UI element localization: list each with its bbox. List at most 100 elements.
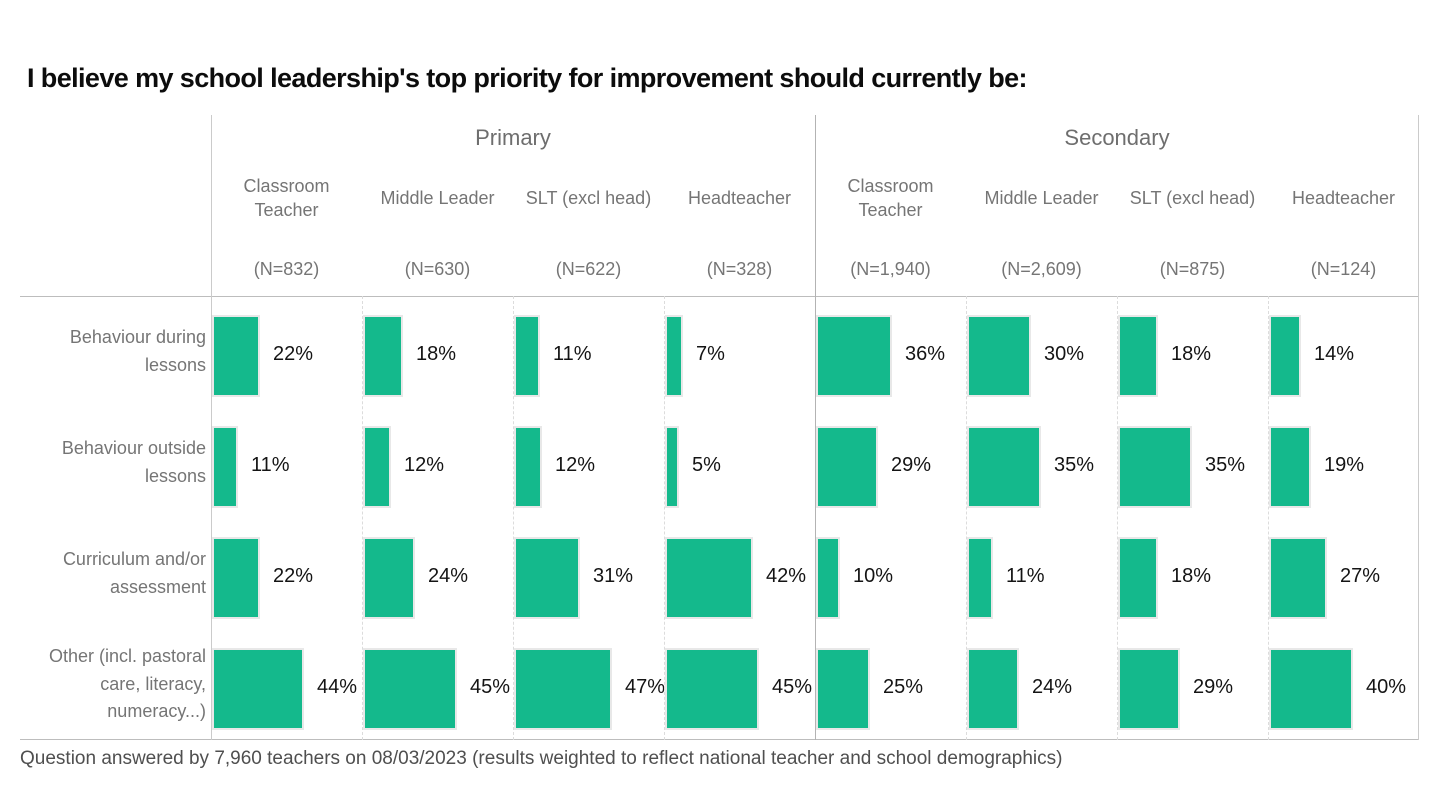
column-header-label: Middle Leader — [984, 187, 1099, 208]
sample-size-label: (N=124) — [1310, 259, 1377, 279]
value-label: 29% — [891, 453, 932, 476]
value-label: 19% — [1324, 453, 1365, 476]
column-header-label: Middle Leader — [380, 187, 495, 208]
phase-group-label: Primary — [475, 125, 551, 150]
value-label: 36% — [905, 342, 946, 365]
value-bar — [1269, 537, 1327, 619]
chart-bottom-line — [20, 739, 1419, 740]
value-bar — [816, 648, 870, 730]
value-bar — [1269, 426, 1311, 508]
value-label: 44% — [317, 675, 358, 698]
value-bar — [967, 537, 993, 619]
phase-group-label: Secondary — [1064, 125, 1170, 150]
value-bar — [665, 537, 753, 619]
value-bar — [816, 315, 892, 397]
sample-size-label: (N=875) — [1159, 259, 1226, 279]
value-label: 11% — [251, 453, 290, 476]
value-bar — [816, 426, 878, 508]
value-label: 29% — [1193, 675, 1234, 698]
value-label: 30% — [1044, 342, 1085, 365]
value-label: 22% — [273, 342, 314, 365]
value-label: 27% — [1340, 564, 1381, 587]
column-separator-line — [1268, 296, 1269, 740]
value-label: 12% — [555, 453, 596, 476]
value-bar — [514, 426, 542, 508]
value-bar — [1118, 315, 1158, 397]
group-separator-line — [815, 115, 816, 740]
value-label: 31% — [593, 564, 634, 587]
value-label: 18% — [1171, 342, 1212, 365]
value-bar — [363, 426, 391, 508]
value-bar — [212, 648, 304, 730]
value-bar — [665, 426, 679, 508]
value-bar — [967, 426, 1041, 508]
column-header-label: Classroom Teacher — [243, 175, 330, 220]
value-label: 45% — [470, 675, 511, 698]
value-bar — [1118, 426, 1192, 508]
value-bar — [363, 315, 403, 397]
value-label: 12% — [404, 453, 445, 476]
value-label: 42% — [766, 564, 807, 587]
footnote: Question answered by 7,960 teachers on 0… — [20, 748, 1063, 769]
value-label: 25% — [883, 675, 924, 698]
row-category-label: Other (incl. pastoral care, literacy, nu… — [48, 645, 206, 722]
column-separator-line — [513, 296, 514, 740]
value-label: 47% — [625, 675, 666, 698]
column-header-label: Classroom Teacher — [847, 175, 934, 220]
column-separator-line — [1117, 296, 1118, 740]
value-label: 10% — [853, 564, 894, 587]
value-label: 18% — [1171, 564, 1212, 587]
value-label: 22% — [273, 564, 314, 587]
column-separator-line — [362, 296, 363, 740]
value-bar — [967, 648, 1019, 730]
value-bar — [1269, 315, 1301, 397]
value-bar — [212, 426, 238, 508]
value-label: 18% — [416, 342, 457, 365]
value-bar — [665, 315, 683, 397]
sample-size-label: (N=1,940) — [850, 259, 931, 279]
row-category-label: Behaviour during lessons — [69, 326, 206, 375]
value-label: 24% — [1032, 675, 1073, 698]
value-bar — [665, 648, 759, 730]
value-label: 11% — [1006, 564, 1045, 587]
chart-title: I believe my school leadership's top pri… — [27, 63, 1028, 93]
value-bar — [212, 315, 260, 397]
value-label: 24% — [428, 564, 469, 587]
value-bar — [1118, 537, 1158, 619]
sample-size-label: (N=622) — [555, 259, 622, 279]
value-bar — [1118, 648, 1180, 730]
right-edge-line — [1418, 115, 1419, 740]
value-bar — [816, 537, 840, 619]
value-label: 5% — [692, 453, 721, 476]
value-label: 14% — [1314, 342, 1355, 365]
value-bar — [514, 537, 580, 619]
row-category-label: Curriculum and/or assessment — [62, 548, 206, 597]
value-label: 45% — [772, 675, 813, 698]
value-label: 35% — [1205, 453, 1246, 476]
value-label: 35% — [1054, 453, 1095, 476]
column-separator-line — [966, 296, 967, 740]
value-label: 11% — [553, 342, 592, 365]
sample-size-label: (N=328) — [706, 259, 773, 279]
value-label: 7% — [696, 342, 725, 365]
value-label: 40% — [1366, 675, 1407, 698]
group-separator-line — [211, 115, 212, 740]
value-bar — [514, 648, 612, 730]
sample-size-label: (N=2,609) — [1001, 259, 1082, 279]
column-header-label: Headteacher — [687, 187, 792, 208]
column-header-label: Headteacher — [1291, 187, 1396, 208]
value-bar — [363, 537, 415, 619]
value-bar — [363, 648, 457, 730]
row-category-label: Behaviour outside lessons — [61, 437, 206, 486]
column-separator-line — [664, 296, 665, 740]
header-divider-line — [20, 296, 1419, 297]
column-header-label: SLT (excl head) — [525, 187, 652, 208]
value-bar — [1269, 648, 1353, 730]
grouped-bar-chart: Primary Classroom Teacher (N=832) 22% 11% 22%… — [20, 115, 1419, 740]
column-header-label: SLT (excl head) — [1129, 187, 1256, 208]
sample-size-label: (N=630) — [404, 259, 471, 279]
sample-size-label: (N=832) — [253, 259, 320, 279]
value-bar — [514, 315, 540, 397]
value-bar — [212, 537, 260, 619]
